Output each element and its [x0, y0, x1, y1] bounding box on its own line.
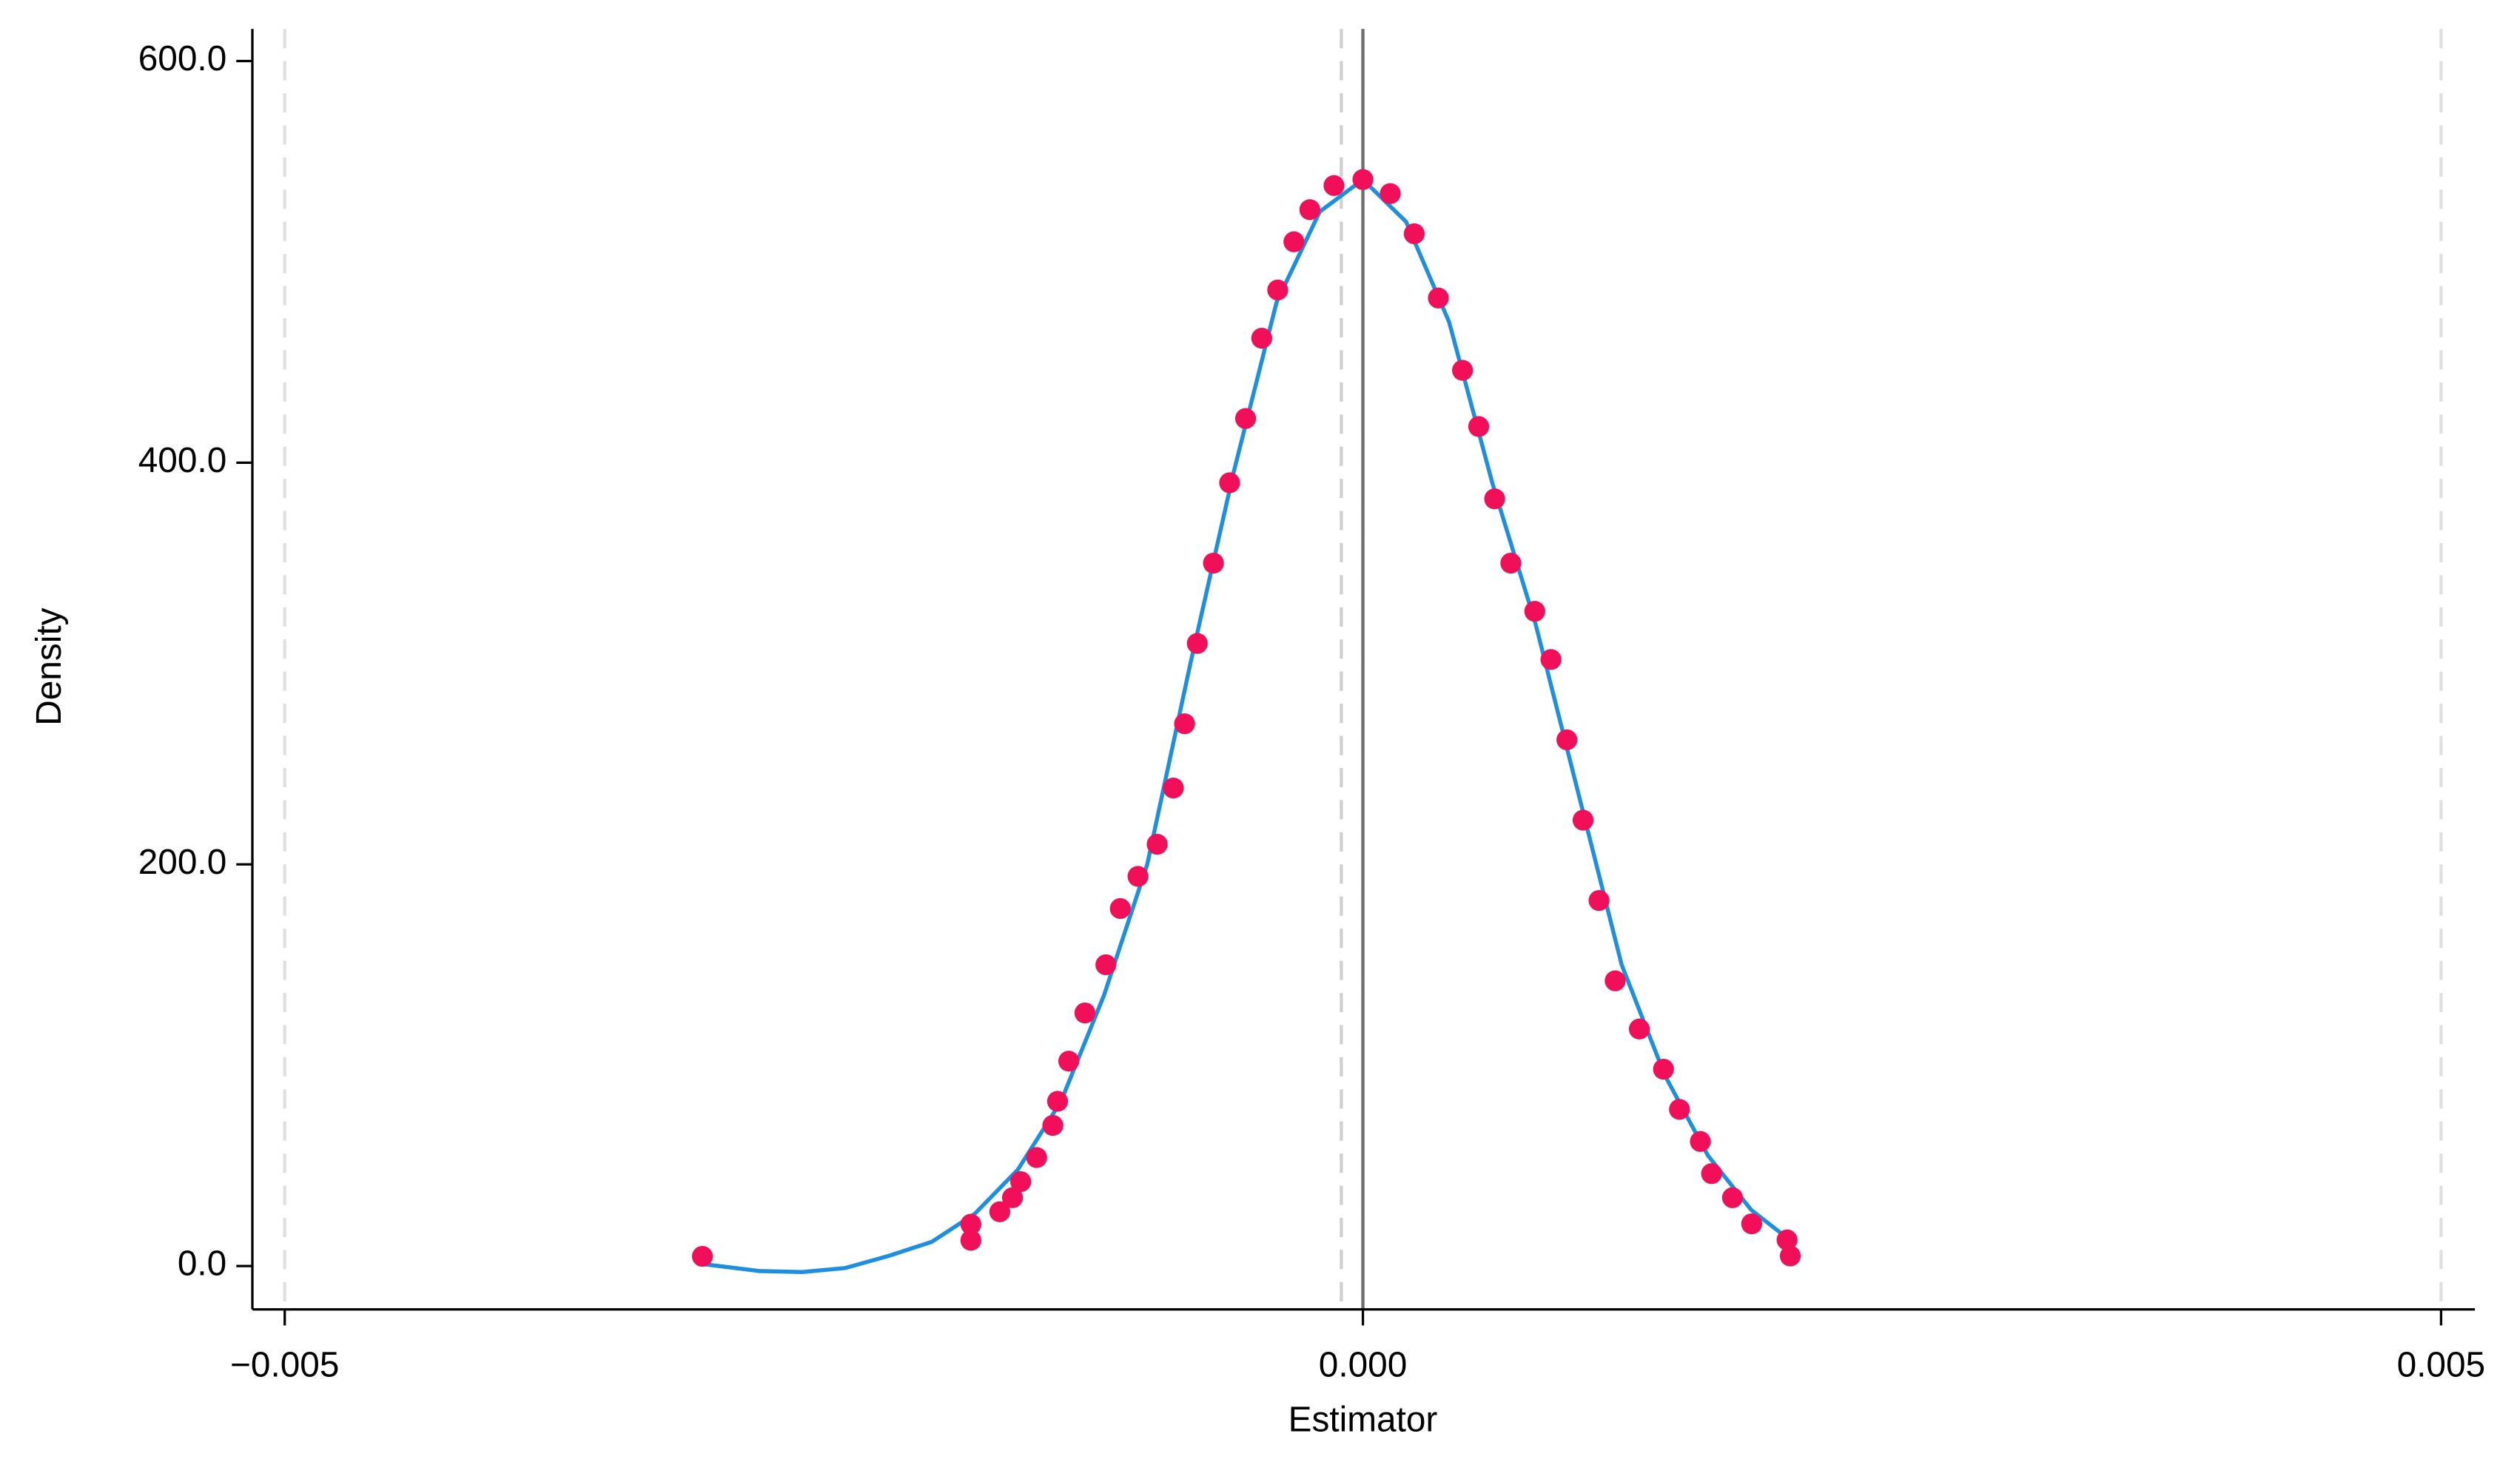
point — [1428, 287, 1449, 309]
point — [1484, 488, 1505, 510]
point — [1109, 897, 1131, 920]
point — [1556, 729, 1578, 751]
point — [691, 1245, 713, 1267]
y-tick-label: 200.0 — [138, 843, 227, 882]
point — [1653, 1058, 1674, 1080]
point — [1721, 1187, 1744, 1208]
point — [1283, 231, 1305, 252]
point — [1452, 360, 1474, 381]
density-line — [702, 177, 1789, 1274]
point — [1046, 1091, 1069, 1112]
point — [1146, 833, 1168, 855]
point — [1203, 552, 1224, 574]
x-tick-label: 0.000 — [1319, 1346, 1408, 1385]
point — [1701, 1163, 1722, 1185]
point — [1741, 1213, 1762, 1235]
point — [960, 1230, 981, 1251]
point — [1403, 223, 1425, 245]
point — [1776, 1229, 1798, 1250]
point — [1628, 1018, 1650, 1040]
point — [1095, 954, 1117, 976]
x-tick-label: 0.005 — [2397, 1346, 2486, 1385]
point — [1779, 1245, 1801, 1267]
point — [989, 1201, 1010, 1222]
y-tick-label: 400.0 — [138, 441, 227, 480]
y-tick-label: 600.0 — [138, 39, 227, 78]
point — [1669, 1099, 1690, 1120]
point — [1468, 416, 1490, 437]
point — [1026, 1147, 1047, 1168]
point — [1352, 169, 1374, 190]
point — [1001, 1187, 1024, 1208]
point — [1251, 327, 1273, 349]
point — [1380, 183, 1401, 204]
point — [1074, 1002, 1096, 1024]
point — [1540, 649, 1562, 670]
point — [1042, 1114, 1064, 1136]
point — [1588, 889, 1610, 912]
point — [1605, 970, 1626, 991]
point — [1524, 601, 1545, 622]
point — [1572, 809, 1594, 831]
point — [1323, 175, 1345, 196]
point — [1127, 866, 1149, 887]
point — [1186, 633, 1208, 654]
y-tick-label: 0.0 — [178, 1244, 226, 1284]
point — [1058, 1051, 1080, 1072]
point — [1010, 1170, 1032, 1193]
point — [960, 1213, 981, 1235]
point — [1234, 408, 1257, 429]
point — [1219, 472, 1240, 493]
point — [1500, 552, 1522, 574]
point — [1299, 199, 1320, 220]
point — [1174, 713, 1195, 735]
x-axis-title: Estimator — [1288, 1400, 1438, 1439]
point — [1163, 777, 1184, 799]
point — [1690, 1131, 1711, 1152]
x-tick-label: −0.005 — [230, 1346, 339, 1385]
y-axis-title: Density — [30, 607, 69, 725]
point — [1267, 279, 1288, 301]
